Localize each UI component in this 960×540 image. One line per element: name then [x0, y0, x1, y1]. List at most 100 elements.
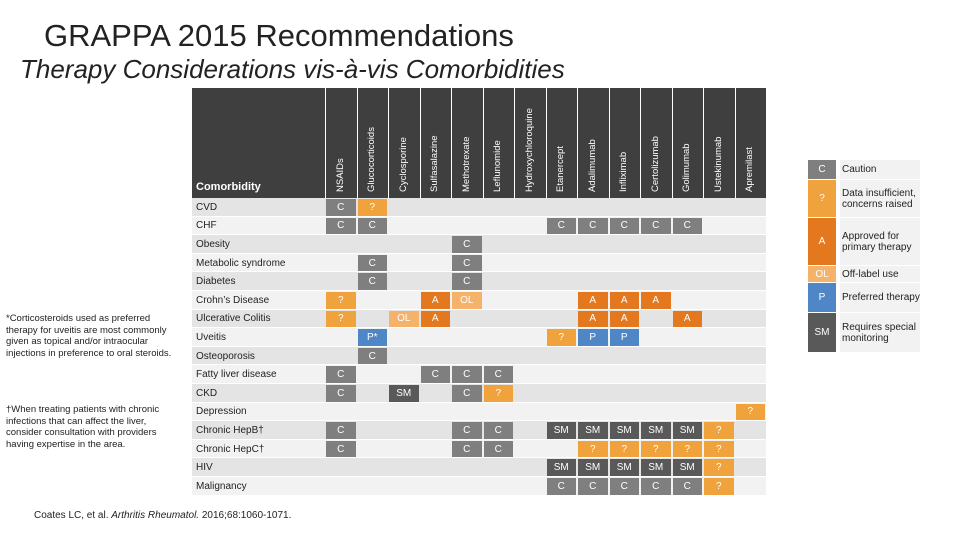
- drug-name: Ustekinumab: [712, 136, 724, 192]
- code-cell: ?: [672, 440, 702, 458]
- drug-name: Etanercept: [555, 146, 567, 192]
- legend-label: Data insufficient, concerns raised: [840, 180, 920, 217]
- code-cell: ?: [704, 459, 734, 476]
- header-bg: [192, 88, 766, 198]
- legend-label: Approved for primary therapy: [840, 218, 920, 265]
- code-cell: C: [326, 366, 356, 383]
- code-cell: P: [609, 329, 639, 346]
- legend-code: OL: [808, 266, 836, 282]
- code-cell: C: [452, 422, 482, 439]
- code-cell: ?: [704, 422, 734, 439]
- code-cell: C: [357, 217, 387, 235]
- code-cell: OL: [452, 292, 482, 309]
- row-bg: [192, 346, 766, 366]
- column-sep: [545, 88, 547, 198]
- drug-name: Cyclosporine: [397, 137, 409, 192]
- code-cell: A: [420, 292, 450, 309]
- drug-name: Apremilast: [744, 147, 756, 192]
- code-cell: A: [578, 310, 608, 328]
- code-cell: A: [578, 292, 608, 309]
- citation: Coates LC, et al. Arthritis Rheumatol. 2…: [34, 510, 291, 521]
- code-cell: OL: [389, 310, 419, 328]
- code-cell: SM: [578, 422, 608, 439]
- code-cell: P*: [357, 329, 387, 346]
- legend-code: SM: [808, 313, 836, 352]
- code-cell: C: [326, 199, 356, 216]
- code-cell: SM: [578, 459, 608, 476]
- code-cell: SM: [672, 459, 702, 476]
- row-label: CKD: [196, 387, 218, 399]
- code-cell: C: [326, 385, 356, 402]
- legend-code: C: [808, 160, 836, 179]
- code-cell: C: [641, 478, 671, 495]
- code-cell: ?: [704, 478, 734, 495]
- row-label: Crohn’s Disease: [196, 294, 270, 306]
- code-cell: C: [326, 440, 356, 458]
- code-cell: C: [578, 217, 608, 235]
- code-cell: SM: [609, 422, 639, 439]
- code-cell: C: [641, 217, 671, 235]
- code-cell: C: [452, 366, 482, 383]
- code-cell: ?: [546, 329, 576, 346]
- legend-code: A: [808, 218, 836, 265]
- drug-name: Sulfasalazine: [429, 135, 441, 192]
- code-cell: C: [357, 273, 387, 290]
- code-cell: C: [483, 422, 513, 439]
- row-label: CVD: [196, 201, 218, 213]
- column-sep: [356, 88, 358, 198]
- row-label: Diabetes: [196, 276, 236, 288]
- code-cell: C: [326, 217, 356, 235]
- code-cell: A: [609, 310, 639, 328]
- code-cell: ?: [609, 440, 639, 458]
- row-label: Malignancy: [196, 480, 247, 492]
- citation-details: 2016;68:1060-1071.: [201, 510, 292, 521]
- code-cell: C: [452, 440, 482, 458]
- header-label: Comorbidity: [196, 181, 261, 193]
- code-cell: SM: [641, 422, 671, 439]
- code-cell: C: [420, 366, 450, 383]
- row-bg: [192, 402, 766, 422]
- legend-text: Caution: [842, 164, 877, 175]
- code-cell: C: [452, 254, 482, 272]
- code-cell: A: [609, 292, 639, 309]
- code-cell: ?: [578, 440, 608, 458]
- row-label: Uveitis: [196, 331, 227, 343]
- legend-label: Preferred therapy: [840, 283, 920, 312]
- drug-name: Leflunomide: [492, 140, 504, 192]
- code-cell: A: [641, 292, 671, 309]
- row-label: Chronic HepC†: [196, 443, 265, 455]
- code-cell: P: [578, 329, 608, 346]
- code-cell: ?: [735, 403, 765, 421]
- column-sep: [671, 88, 673, 198]
- citation-journal: Arthritis Rheumatol.: [111, 510, 200, 521]
- legend-text: Requires special monitoring: [842, 321, 916, 344]
- column-sep: [388, 88, 389, 198]
- legend-label: Caution: [840, 160, 920, 179]
- code-cell: A: [672, 310, 702, 328]
- code-cell: C: [546, 478, 576, 495]
- drug-name: Golimumab: [681, 143, 693, 192]
- column-sep: [514, 88, 515, 198]
- column-sep: [608, 88, 610, 198]
- column-sep: [640, 88, 641, 198]
- code-cell: C: [326, 422, 356, 439]
- drug-name: Hydroxychloroquine: [523, 108, 535, 192]
- code-cell: C: [672, 217, 702, 235]
- citation-authors: Coates LC, et al.: [34, 510, 109, 521]
- code-cell: SM: [609, 459, 639, 476]
- legend-label: Requires special monitoring: [840, 313, 920, 352]
- code-cell: SM: [546, 459, 576, 476]
- legend-text: Data insufficient, concerns raised: [842, 187, 916, 210]
- code-cell: C: [609, 217, 639, 235]
- row-label: Metabolic syndrome: [196, 257, 286, 269]
- column-sep: [703, 88, 704, 198]
- note: †When treating patients with chronic inf…: [6, 404, 160, 450]
- legend-text: Off-label use: [842, 268, 899, 280]
- column-sep: [451, 88, 452, 198]
- row-label: Depression: [196, 406, 247, 418]
- drug-name: Certolizumab: [649, 136, 661, 192]
- drug-name: Infliximab: [618, 151, 630, 192]
- column-sep: [482, 88, 484, 198]
- code-cell: C: [357, 347, 387, 365]
